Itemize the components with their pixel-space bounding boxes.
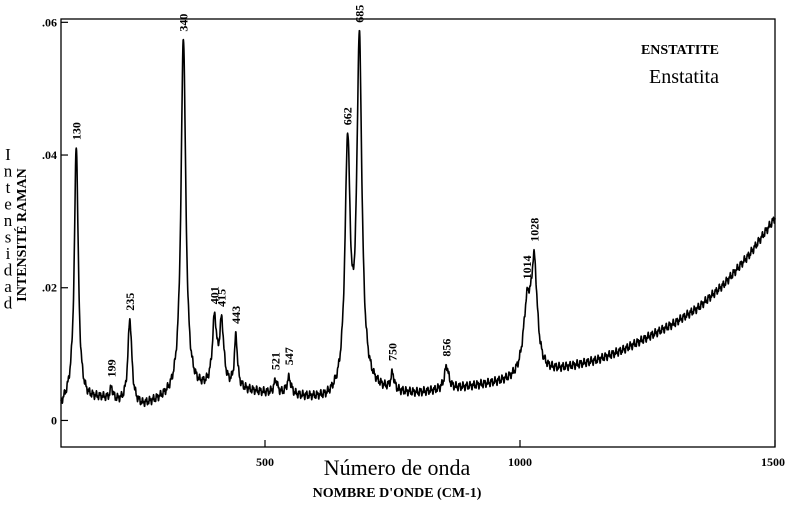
- x-tick-label: 500: [256, 455, 274, 469]
- peak-label: 662: [341, 107, 355, 125]
- y-axis-label-secondary-letter: d: [4, 261, 13, 280]
- y-axis-label: INTENSITÉ RAMAN: [13, 168, 30, 301]
- y-axis-label-secondary-letter: s: [5, 228, 12, 247]
- y-axis-label-secondary-letter: t: [6, 178, 11, 197]
- y-tick-label: 0: [51, 413, 57, 427]
- y-axis-label-secondary-letter: d: [4, 294, 13, 313]
- peak-label: 750: [386, 343, 400, 361]
- y-axis-label-secondary-letter: a: [4, 277, 12, 296]
- peak-label: 443: [229, 306, 243, 324]
- peak-label: 521: [269, 352, 283, 370]
- peak-label: 401: [208, 286, 222, 304]
- x-axis-label-secondary: NOMBRE D'ONDE (CM-1): [313, 486, 482, 501]
- peak-label: 856: [440, 339, 454, 357]
- peak-label: 1014: [520, 255, 534, 279]
- peak-label: 1028: [527, 218, 541, 242]
- peak-label: 199: [105, 359, 119, 377]
- y-tick-label: .04: [42, 148, 57, 162]
- chart-title: ENSTATITE: [641, 43, 719, 58]
- y-tick-label: .06: [42, 15, 57, 29]
- y-axis-label-secondary-letter: e: [4, 195, 12, 214]
- plot-frame: [60, 18, 776, 448]
- y-axis-label-secondary-letter: i: [6, 244, 11, 263]
- peak-label: 415: [215, 289, 229, 307]
- peak-label: 547: [282, 347, 296, 365]
- y-axis-label-secondary-letter: n: [4, 162, 13, 181]
- x-tick-label: 1500: [761, 455, 785, 469]
- peak-label: 130: [69, 122, 83, 140]
- spectrum-line: [60, 29, 776, 408]
- y-axis-label-secondary-letter: n: [4, 211, 13, 230]
- y-tick-label: .02: [42, 281, 57, 295]
- peak-label: 235: [123, 293, 137, 311]
- x-axis-label: Número de onda: [324, 455, 471, 480]
- chart-subtitle: Enstatita: [649, 66, 719, 88]
- peak-label: 340: [176, 14, 190, 32]
- peak-label: 685: [352, 5, 366, 23]
- x-tick-label: 1000: [508, 455, 532, 469]
- y-axis-label-secondary-letter: I: [5, 145, 11, 164]
